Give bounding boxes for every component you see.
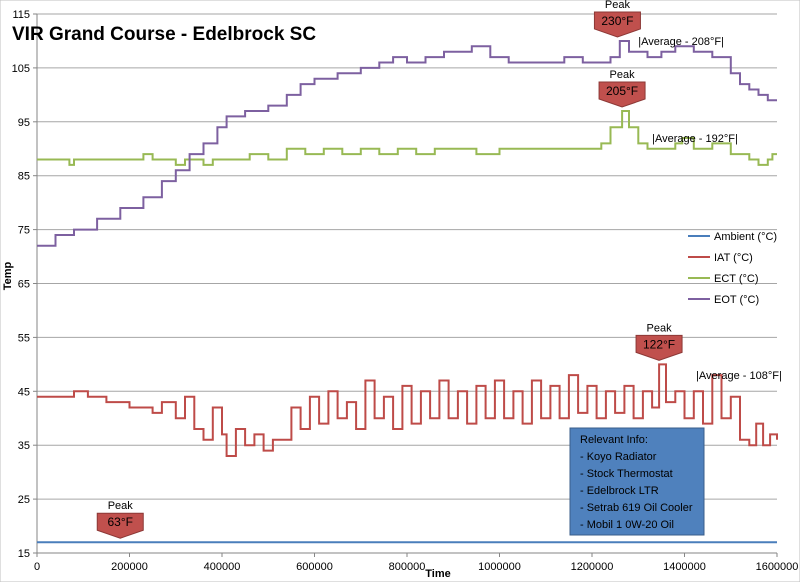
x-tick-label: 800000 bbox=[389, 561, 426, 573]
y-tick-label: 95 bbox=[18, 117, 30, 129]
peak-label: Peak bbox=[647, 322, 673, 334]
axes: 15 25 35 45 55 65 75 85 95 105 115 0 200000 400000 600… bbox=[12, 9, 799, 573]
peak-value: 205°F bbox=[606, 84, 638, 98]
y-tick-label: 85 bbox=[18, 171, 30, 183]
y-tick-label: 65 bbox=[18, 279, 30, 291]
legend: Ambient (°C) IAT (°C) ECT (°C) EOT (°C) bbox=[688, 231, 777, 306]
chart-title: VIR Grand Course - Edelbrock SC bbox=[12, 24, 316, 45]
x-tick-label: 0 bbox=[34, 561, 40, 573]
series-line-1 bbox=[37, 363, 778, 457]
series-line-3 bbox=[37, 40, 777, 247]
peak-callout-shape bbox=[96, 512, 144, 539]
average-label: |Average - 208°F| bbox=[638, 36, 724, 48]
y-tick-label: 75 bbox=[18, 225, 30, 237]
peak-label: Peak bbox=[610, 69, 636, 81]
info-line: - Stock Thermostat bbox=[580, 468, 673, 480]
peak-callout-shape bbox=[593, 11, 641, 38]
x-tick-label: 1000000 bbox=[478, 561, 521, 573]
x-axis-label: Time bbox=[425, 568, 450, 580]
info-box-background bbox=[569, 427, 705, 536]
annotations-layer: Peak 230°F |Average - 208°F| Peak 205°F |Aver… bbox=[96, 0, 782, 539]
info-box: Relevant Info: - Koyo Radiator - Stock The… bbox=[569, 427, 705, 536]
y-tick-label: 25 bbox=[18, 494, 30, 506]
x-tick-label: 1400000 bbox=[663, 561, 706, 573]
peak-label: Peak bbox=[605, 0, 631, 11]
average-label: |Average - 108°F| bbox=[696, 370, 782, 382]
x-tick-label: 400000 bbox=[204, 561, 241, 573]
peak-value: 230°F bbox=[601, 14, 633, 28]
y-tick-label: 45 bbox=[18, 386, 30, 398]
peak-value: 122°F bbox=[643, 337, 675, 351]
legend-label: EOT (°C) bbox=[714, 294, 759, 306]
peak-value: 63°F bbox=[108, 515, 133, 529]
peak-label: Peak bbox=[108, 500, 134, 512]
y-tick-label: 55 bbox=[18, 332, 30, 344]
info-line: - Edelbrock LTR bbox=[580, 485, 659, 497]
x-tick-label: 1200000 bbox=[571, 561, 614, 573]
series-line-2 bbox=[37, 110, 777, 166]
legend-label: IAT (°C) bbox=[714, 252, 753, 264]
y-tick-label: 35 bbox=[18, 440, 30, 452]
series-layer bbox=[37, 40, 778, 544]
x-tick-label: 1600000 bbox=[756, 561, 799, 573]
y-tick-label: 105 bbox=[12, 63, 30, 75]
y-axis-label: Temp bbox=[2, 261, 14, 290]
info-line: - Setrab 619 Oil Cooler bbox=[580, 502, 693, 514]
y-tick-label: 115 bbox=[12, 9, 30, 21]
peak-callout-shape bbox=[598, 81, 646, 108]
gridlines bbox=[37, 13, 777, 554]
info-line: - Koyo Radiator bbox=[580, 451, 657, 463]
legend-label: Ambient (°C) bbox=[714, 231, 777, 243]
average-label: |Average - 192°F| bbox=[652, 133, 738, 145]
info-line: Relevant Info: bbox=[580, 434, 648, 446]
info-line: - Mobil 1 0W-20 Oil bbox=[580, 519, 674, 531]
x-tick-label: 600000 bbox=[296, 561, 333, 573]
y-tick-label: 15 bbox=[18, 548, 30, 560]
legend-label: ECT (°C) bbox=[714, 273, 759, 285]
x-tick-label: 200000 bbox=[111, 561, 148, 573]
peak-callout-shape bbox=[635, 334, 683, 361]
